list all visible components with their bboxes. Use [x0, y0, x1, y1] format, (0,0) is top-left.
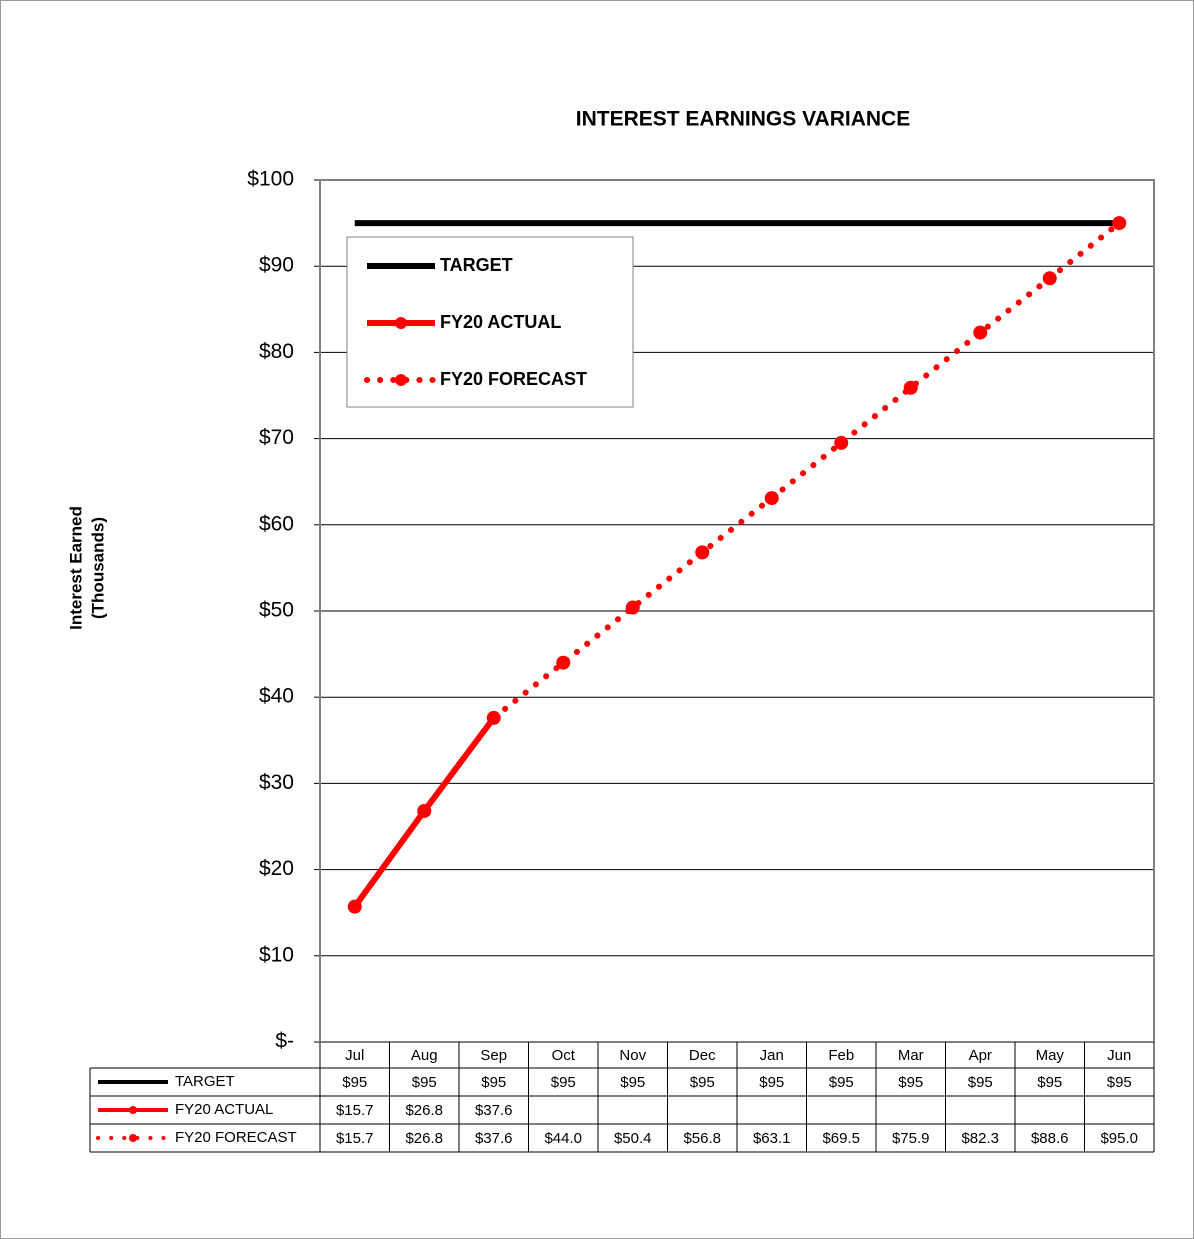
table-value: $95	[620, 1074, 645, 1091]
legend-label: FY20 ACTUAL	[440, 312, 561, 332]
x-tick-label: Jul	[345, 1047, 364, 1064]
y-tick-label: $90	[259, 254, 294, 277]
series-marker	[1042, 271, 1057, 286]
table-value: $88.6	[1031, 1130, 1069, 1147]
legend-label: FY20 FORECAST	[440, 369, 587, 389]
x-tick-label: Apr	[969, 1047, 992, 1064]
table-value: $95	[342, 1074, 367, 1091]
x-tick-label: Jan	[760, 1047, 784, 1064]
series-marker	[764, 491, 779, 506]
table-value: $95	[898, 1074, 923, 1091]
y-label-line: Interest Earned	[66, 506, 85, 630]
legend-marker	[129, 1106, 137, 1114]
series-marker	[903, 380, 918, 395]
series-marker	[834, 435, 849, 450]
table-value: $63.1	[753, 1130, 791, 1147]
table-value: $95	[690, 1074, 715, 1091]
table-row-label: TARGET	[175, 1073, 235, 1090]
chart-title: INTEREST EARNINGS VARIANCE	[576, 108, 910, 131]
x-tick-label: Nov	[619, 1047, 646, 1064]
series-marker	[625, 600, 640, 615]
y-tick-label: $100	[247, 168, 294, 191]
legend-label: TARGET	[440, 255, 513, 275]
table-value: $95	[1037, 1074, 1062, 1091]
x-tick-label: Feb	[828, 1047, 854, 1064]
y-tick-label: $10	[259, 943, 294, 966]
x-tick-label: Mar	[898, 1047, 924, 1064]
table-value: $69.5	[822, 1130, 860, 1147]
x-tick-label: Oct	[552, 1047, 576, 1064]
table-value: $95	[1107, 1074, 1132, 1091]
series-marker	[486, 710, 501, 725]
table-value: $37.6	[475, 1102, 513, 1119]
table-value: $95	[759, 1074, 784, 1091]
table-value: $26.8	[405, 1102, 443, 1119]
table-value: $56.8	[683, 1130, 721, 1147]
table-value: $44.0	[544, 1130, 582, 1147]
table-value: $26.8	[405, 1130, 443, 1147]
table-value: $50.4	[614, 1130, 652, 1147]
x-tick-label: Jun	[1107, 1047, 1131, 1064]
series-marker	[556, 655, 571, 670]
table-value: $15.7	[336, 1130, 374, 1147]
x-tick-label: Sep	[480, 1047, 507, 1064]
y-tick-label: $50	[259, 599, 294, 622]
x-tick-label: May	[1036, 1047, 1065, 1064]
y-label-line: (Thousands)	[88, 517, 107, 619]
y-tick-label: $80	[259, 340, 294, 363]
table-value: $95	[968, 1074, 993, 1091]
y-tick-label: $-	[275, 1030, 294, 1053]
series-marker	[417, 803, 432, 818]
table-value: $75.9	[892, 1130, 930, 1147]
legend-marker	[395, 317, 407, 329]
series-marker	[973, 325, 988, 340]
table-value: $95	[412, 1074, 437, 1091]
table-value: $37.6	[475, 1130, 513, 1147]
table-value: $15.7	[336, 1102, 374, 1119]
y-tick-label: $60	[259, 512, 294, 535]
x-tick-label: Aug	[411, 1047, 438, 1064]
legend-marker	[129, 1134, 137, 1142]
table-value: $95	[551, 1074, 576, 1091]
table-row-label: FY20 ACTUAL	[175, 1101, 273, 1118]
series-marker	[1112, 216, 1127, 231]
y-tick-label: $20	[259, 857, 294, 880]
table-value: $95	[481, 1074, 506, 1091]
y-axis-label: Interest Earned (Thousands)	[66, 506, 107, 630]
table-value: $82.3	[961, 1130, 999, 1147]
y-tick-label: $70	[259, 426, 294, 449]
x-tick-label: Dec	[689, 1047, 716, 1064]
table-row-label: FY20 FORECAST	[175, 1129, 297, 1146]
table-value: $95.0	[1100, 1130, 1138, 1147]
series-marker	[695, 545, 710, 560]
y-tick-label: $30	[259, 771, 294, 794]
legend-marker	[395, 374, 407, 386]
series-marker	[347, 899, 362, 914]
y-tick-label: $40	[259, 685, 294, 708]
table-value: $95	[829, 1074, 854, 1091]
